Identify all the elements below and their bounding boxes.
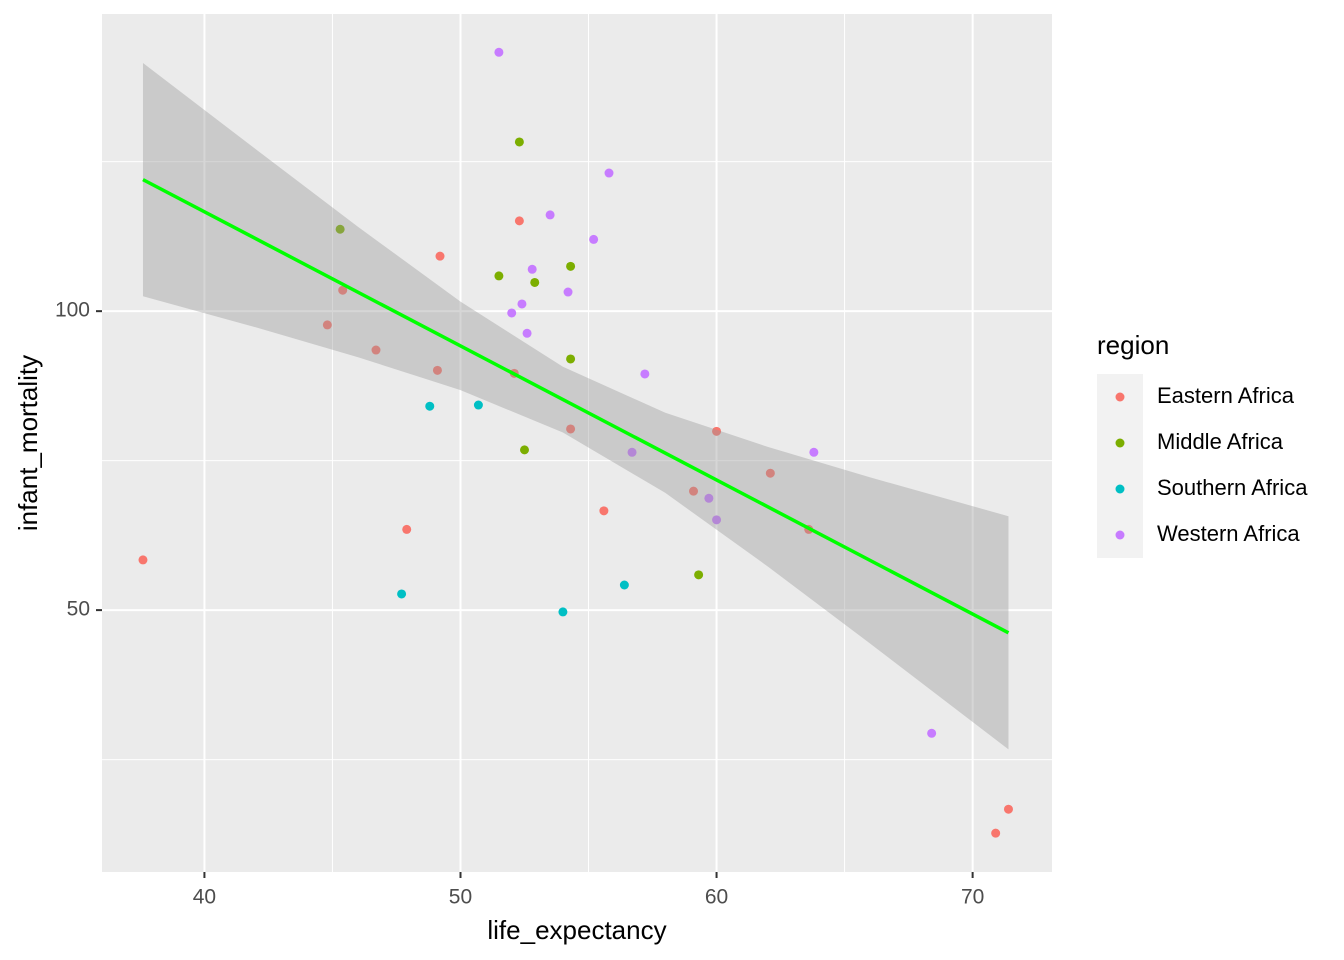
point xyxy=(425,401,435,411)
legend-title: region xyxy=(1097,330,1169,360)
legend-symbol xyxy=(1115,438,1125,448)
legend-label: Middle Africa xyxy=(1157,429,1284,454)
legend-label: Southern Africa xyxy=(1157,475,1308,500)
point xyxy=(338,285,348,295)
point xyxy=(627,447,637,457)
point xyxy=(694,570,704,580)
legend-symbol xyxy=(1115,530,1125,540)
point xyxy=(704,493,714,503)
point xyxy=(371,345,381,355)
grid xyxy=(102,14,1052,872)
point xyxy=(522,328,532,338)
fit-line xyxy=(142,178,1010,635)
point xyxy=(473,400,483,410)
x-axis-title: life_expectancy xyxy=(487,915,666,945)
point xyxy=(530,277,540,287)
x-tick-label: 40 xyxy=(193,886,216,909)
point xyxy=(1003,804,1013,814)
point xyxy=(566,354,576,364)
point xyxy=(927,728,937,738)
point xyxy=(138,555,148,565)
point xyxy=(335,224,345,234)
panel xyxy=(102,14,1052,872)
x-tick-label: 50 xyxy=(449,886,472,909)
legend-label: Eastern Africa xyxy=(1157,383,1295,408)
point xyxy=(689,486,699,496)
point xyxy=(507,308,517,318)
point xyxy=(514,216,524,226)
y-tick-label: 50 xyxy=(67,598,90,621)
point xyxy=(712,515,722,525)
point xyxy=(589,234,599,244)
y-tick-label: 100 xyxy=(55,299,90,322)
point xyxy=(712,426,722,436)
point xyxy=(520,445,530,455)
x-tick-label: 70 xyxy=(961,886,984,909)
point xyxy=(558,607,568,617)
point xyxy=(494,47,504,57)
point xyxy=(545,210,555,220)
point xyxy=(563,287,573,297)
point xyxy=(640,369,650,379)
point xyxy=(604,168,614,178)
point xyxy=(494,271,504,281)
point xyxy=(435,251,445,261)
point xyxy=(397,589,407,599)
marks xyxy=(138,47,1013,838)
point xyxy=(809,447,819,457)
legend-symbol xyxy=(1115,392,1125,402)
point xyxy=(527,264,537,274)
point xyxy=(619,580,629,590)
point xyxy=(517,299,527,309)
x-tick-label: 60 xyxy=(705,886,728,909)
legend-symbol xyxy=(1115,484,1125,494)
point xyxy=(566,424,576,434)
point xyxy=(599,506,609,516)
point xyxy=(514,137,524,147)
y-axis-title: infant_mortality xyxy=(13,355,43,531)
point xyxy=(566,261,576,271)
legend-label: Western Africa xyxy=(1157,521,1300,546)
point xyxy=(765,468,775,478)
point xyxy=(991,828,1001,838)
point xyxy=(322,320,332,330)
point xyxy=(432,365,442,375)
point xyxy=(402,524,412,534)
